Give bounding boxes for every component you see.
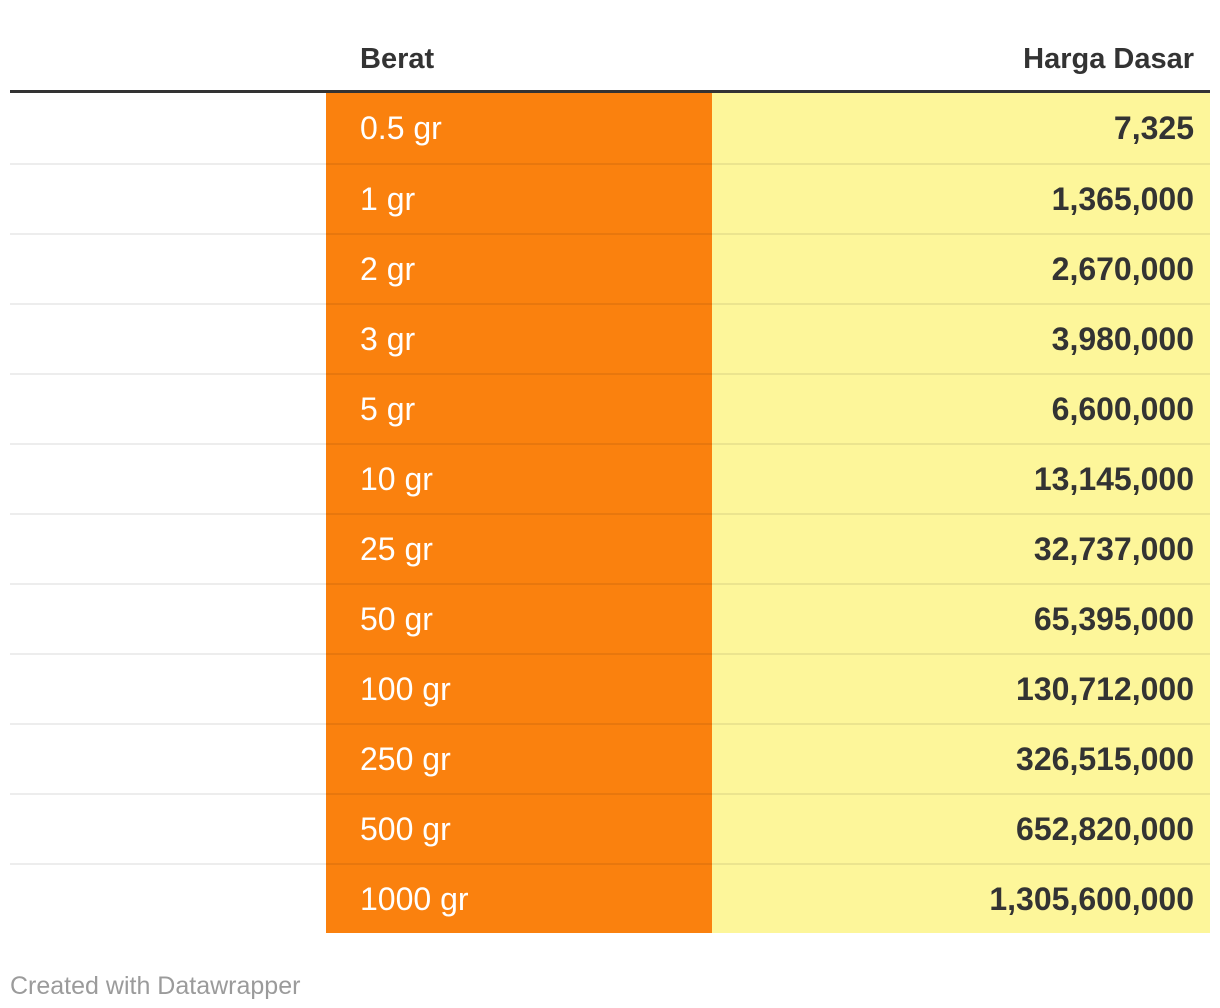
table-row: 5 gr 6,600,000 — [10, 373, 1210, 443]
price-table: Berat Harga Dasar 0.5 gr 7,325 1 gr 1,36… — [10, 0, 1210, 933]
harga-cell: 13,145,000 — [712, 443, 1210, 513]
berat-cell: 250 gr — [326, 723, 712, 793]
row-spacer-cell — [10, 723, 326, 793]
row-spacer-cell — [10, 303, 326, 373]
table-body: 0.5 gr 7,325 1 gr 1,365,000 2 gr 2,670,0… — [10, 93, 1210, 933]
row-spacer-cell — [10, 653, 326, 723]
datawrapper-credit-link[interactable]: Created with Datawrapper — [10, 972, 301, 1000]
row-spacer-cell — [10, 443, 326, 513]
row-spacer-cell — [10, 373, 326, 443]
berat-cell: 10 gr — [326, 443, 712, 513]
berat-cell: 1 gr — [326, 163, 712, 233]
table-row: 100 gr 130,712,000 — [10, 653, 1210, 723]
header-spacer-cell — [10, 74, 326, 90]
table-row: 50 gr 65,395,000 — [10, 583, 1210, 653]
berat-cell: 2 gr — [326, 233, 712, 303]
row-spacer-cell — [10, 583, 326, 653]
table-header-row: Berat Harga Dasar — [10, 0, 1210, 93]
berat-cell: 3 gr — [326, 303, 712, 373]
row-spacer-cell — [10, 863, 326, 933]
table-row: 10 gr 13,145,000 — [10, 443, 1210, 513]
harga-cell: 652,820,000 — [712, 793, 1210, 863]
table-row: 1000 gr 1,305,600,000 — [10, 863, 1210, 933]
row-spacer-cell — [10, 93, 326, 163]
harga-cell: 7,325 — [712, 93, 1210, 163]
table-row: 3 gr 3,980,000 — [10, 303, 1210, 373]
row-spacer-cell — [10, 793, 326, 863]
table-row: 0.5 gr 7,325 — [10, 93, 1210, 163]
berat-cell: 500 gr — [326, 793, 712, 863]
harga-cell: 326,515,000 — [712, 723, 1210, 793]
table-row: 2 gr 2,670,000 — [10, 233, 1210, 303]
header-harga-dasar: Harga Dasar — [1023, 43, 1194, 75]
harga-cell: 65,395,000 — [712, 583, 1210, 653]
berat-cell: 0.5 gr — [326, 93, 712, 163]
harga-cell: 6,600,000 — [712, 373, 1210, 443]
row-spacer-cell — [10, 233, 326, 303]
table-row: 1 gr 1,365,000 — [10, 163, 1210, 233]
harga-cell: 1,305,600,000 — [712, 863, 1210, 933]
harga-cell: 3,980,000 — [712, 303, 1210, 373]
header-berat: Berat — [360, 43, 435, 75]
harga-cell: 2,670,000 — [712, 233, 1210, 303]
berat-cell: 5 gr — [326, 373, 712, 443]
berat-cell: 100 gr — [326, 653, 712, 723]
harga-cell: 1,365,000 — [712, 163, 1210, 233]
row-spacer-cell — [10, 163, 326, 233]
berat-cell: 1000 gr — [326, 863, 712, 933]
row-spacer-cell — [10, 513, 326, 583]
table-row: 250 gr 326,515,000 — [10, 723, 1210, 793]
table-row: 25 gr 32,737,000 — [10, 513, 1210, 583]
table-row: 500 gr 652,820,000 — [10, 793, 1210, 863]
harga-cell: 32,737,000 — [712, 513, 1210, 583]
berat-cell: 50 gr — [326, 583, 712, 653]
harga-cell: 130,712,000 — [712, 653, 1210, 723]
berat-cell: 25 gr — [326, 513, 712, 583]
